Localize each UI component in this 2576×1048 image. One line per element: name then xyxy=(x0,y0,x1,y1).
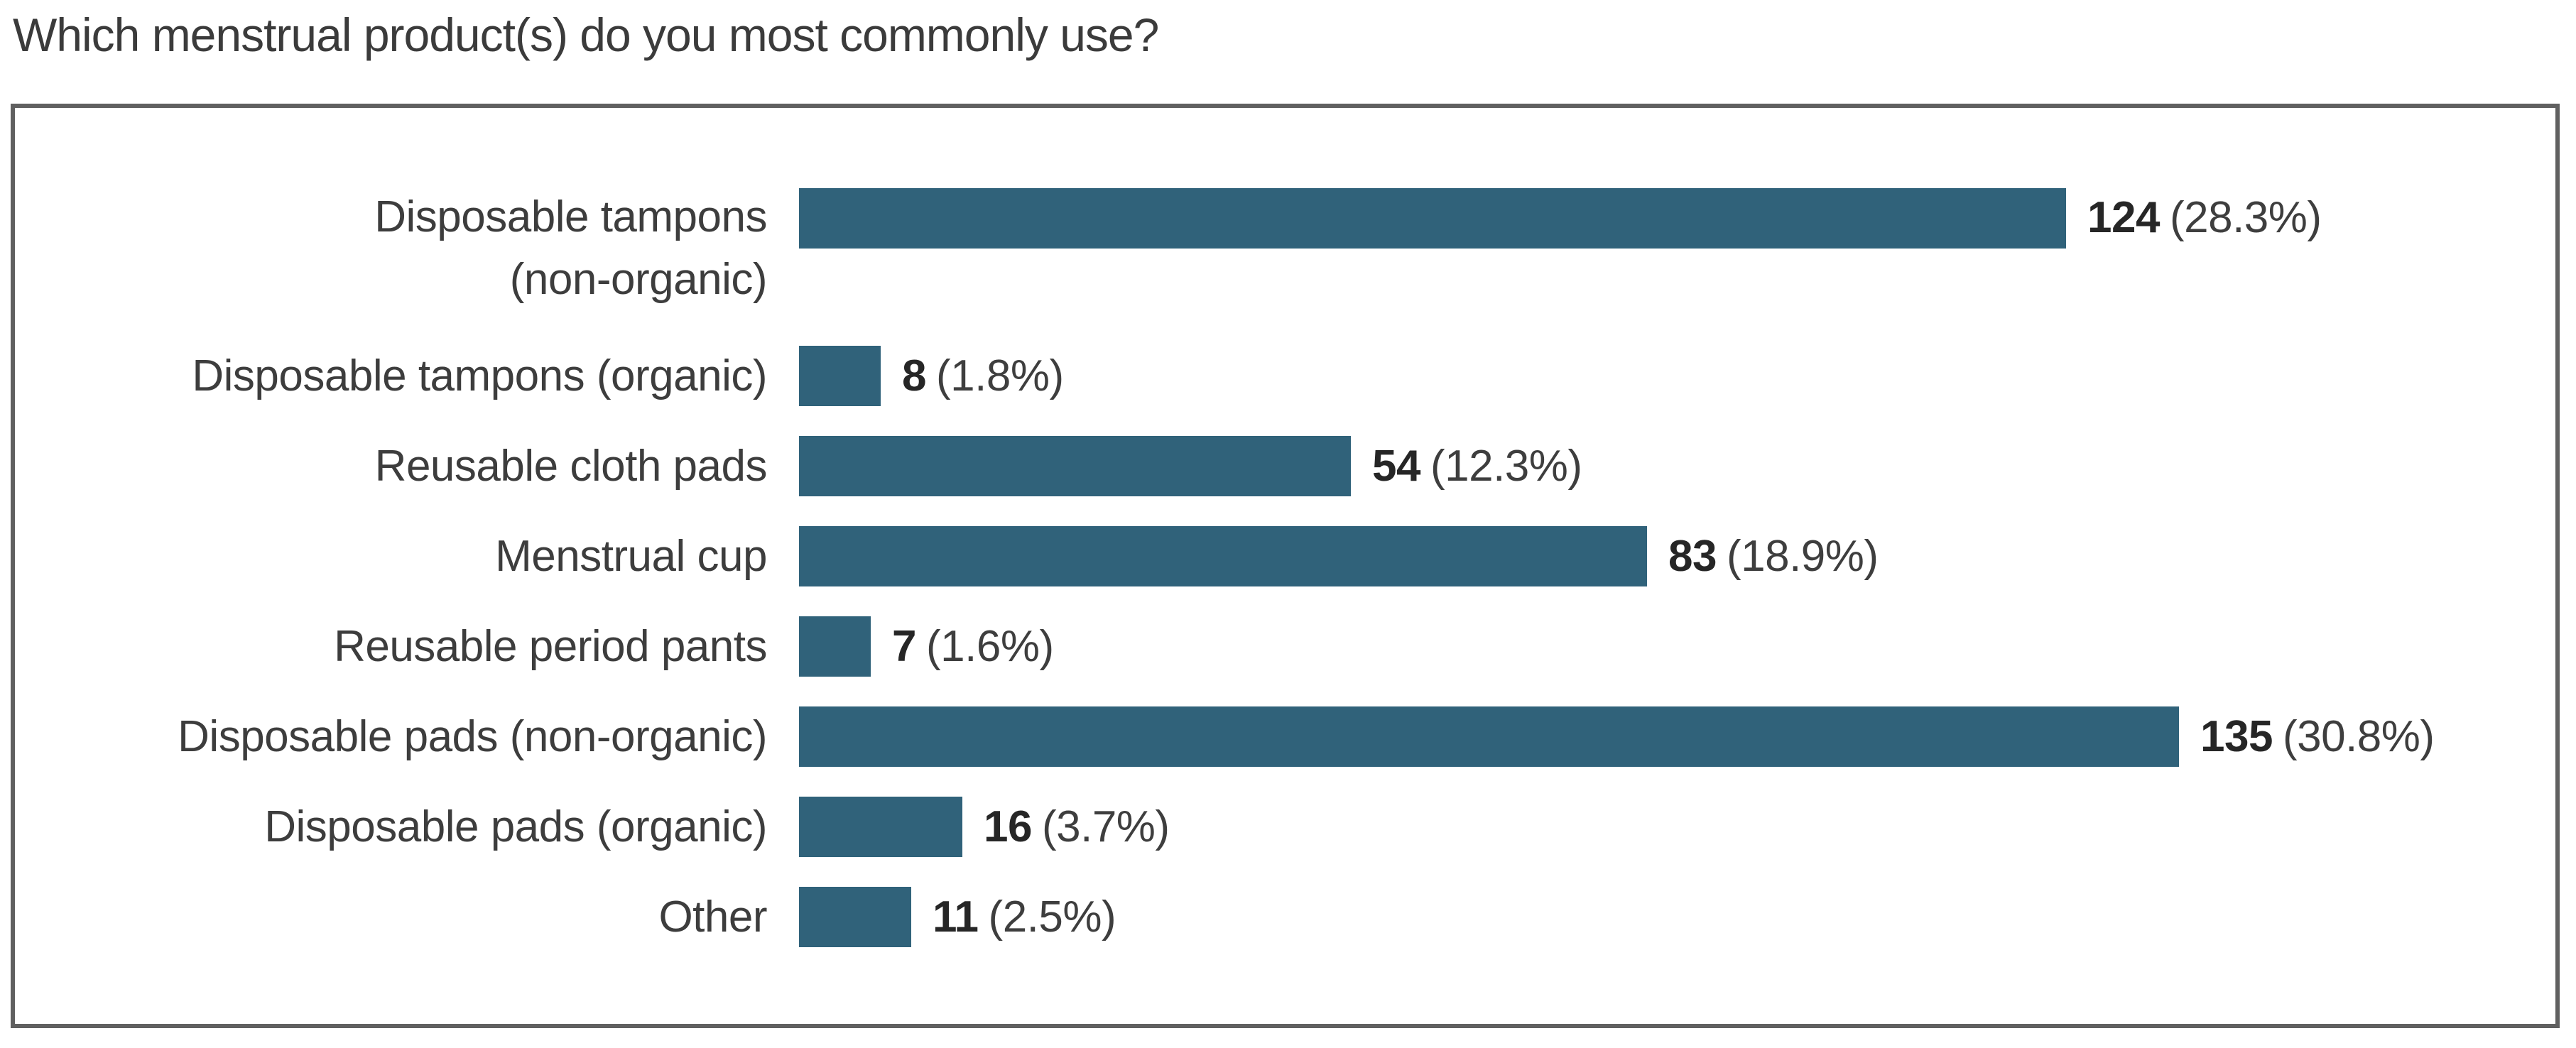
bar[interactable] xyxy=(799,526,1647,586)
percent-value: (1.8%) xyxy=(935,351,1064,400)
count-value: 83 xyxy=(1668,531,1717,581)
percent-value: (30.8%) xyxy=(2282,711,2435,761)
count-value: 16 xyxy=(984,802,1032,851)
bar-group: 11 (2.5%) xyxy=(799,886,1116,949)
category-label: Disposable tampons (non-organic) xyxy=(374,192,767,304)
chart-row: Reusable cloth pads 54 (12.3%) xyxy=(15,421,2555,511)
bar-group: 7 (1.6%) xyxy=(799,616,1054,678)
value-label: 7 (1.6%) xyxy=(892,616,1054,678)
chart-row: Disposable pads (organic) 16 (3.7%) xyxy=(15,782,2555,872)
category-label: Other xyxy=(658,892,767,941)
bar-group: 83 (18.9%) xyxy=(799,525,1879,588)
count-value: 11 xyxy=(933,892,979,941)
bar[interactable] xyxy=(799,187,2066,249)
value-label: 135 (30.8%) xyxy=(2200,706,2435,768)
bar[interactable] xyxy=(799,436,1351,496)
percent-value: (3.7%) xyxy=(1041,802,1170,851)
bar[interactable] xyxy=(799,346,881,406)
bar[interactable] xyxy=(799,797,962,857)
value-label: 83 (18.9%) xyxy=(1668,525,1879,588)
count-value: 7 xyxy=(892,621,916,671)
bar-group: 16 (3.7%) xyxy=(799,796,1170,858)
bar[interactable] xyxy=(799,887,911,947)
bar-chart: Disposable tampons (non-organic) 124 (28.… xyxy=(15,108,2555,962)
percent-value: (12.3%) xyxy=(1430,441,1582,491)
chart-row: Disposable tampons (organic) 8 (1.8%) xyxy=(15,331,2555,421)
percent-value: (18.9%) xyxy=(1726,531,1879,581)
chart-row: Other 11 (2.5%) xyxy=(15,872,2555,962)
percent-value: (1.6%) xyxy=(925,621,1054,671)
value-label: 124 (28.3%) xyxy=(2087,187,2322,249)
category-label: Disposable pads (non-organic) xyxy=(178,711,767,761)
category-label: Disposable tampons (organic) xyxy=(192,351,767,400)
chart-row: Disposable tampons (non-organic) 124 (28.… xyxy=(15,108,2555,331)
value-label: 8 (1.8%) xyxy=(902,345,1064,408)
chart-question-title: Which menstrual product(s) do you most c… xyxy=(13,9,1159,61)
bar-group: 135 (30.8%) xyxy=(799,706,2435,768)
percent-value: (2.5%) xyxy=(988,892,1116,941)
value-label: 16 (3.7%) xyxy=(984,796,1170,858)
category-label: Reusable period pants xyxy=(334,621,767,671)
value-label: 54 (12.3%) xyxy=(1372,435,1582,498)
bar-group: 124 (28.3%) xyxy=(799,187,2322,249)
count-value: 8 xyxy=(902,351,926,400)
percent-value: (28.3%) xyxy=(2169,193,2322,242)
chart-row: Menstrual cup 83 (18.9%) xyxy=(15,511,2555,601)
category-label: Disposable pads (organic) xyxy=(264,802,767,851)
chart-row: Disposable pads (non-organic) 135 (30.8%) xyxy=(15,692,2555,782)
category-label: Menstrual cup xyxy=(495,531,767,581)
bar-group: 54 (12.3%) xyxy=(799,435,1582,498)
value-label: 11 (2.5%) xyxy=(933,886,1116,949)
chart-panel: Disposable tampons (non-organic) 124 (28.… xyxy=(11,104,2560,1028)
chart-row: Reusable period pants 7 (1.6%) xyxy=(15,601,2555,692)
bar[interactable] xyxy=(799,616,871,677)
bar[interactable] xyxy=(799,706,2179,767)
bar-group: 8 (1.8%) xyxy=(799,345,1064,408)
count-value: 124 xyxy=(2087,193,2160,242)
count-value: 135 xyxy=(2200,711,2273,761)
count-value: 54 xyxy=(1372,441,1420,491)
category-label: Reusable cloth pads xyxy=(374,441,768,491)
